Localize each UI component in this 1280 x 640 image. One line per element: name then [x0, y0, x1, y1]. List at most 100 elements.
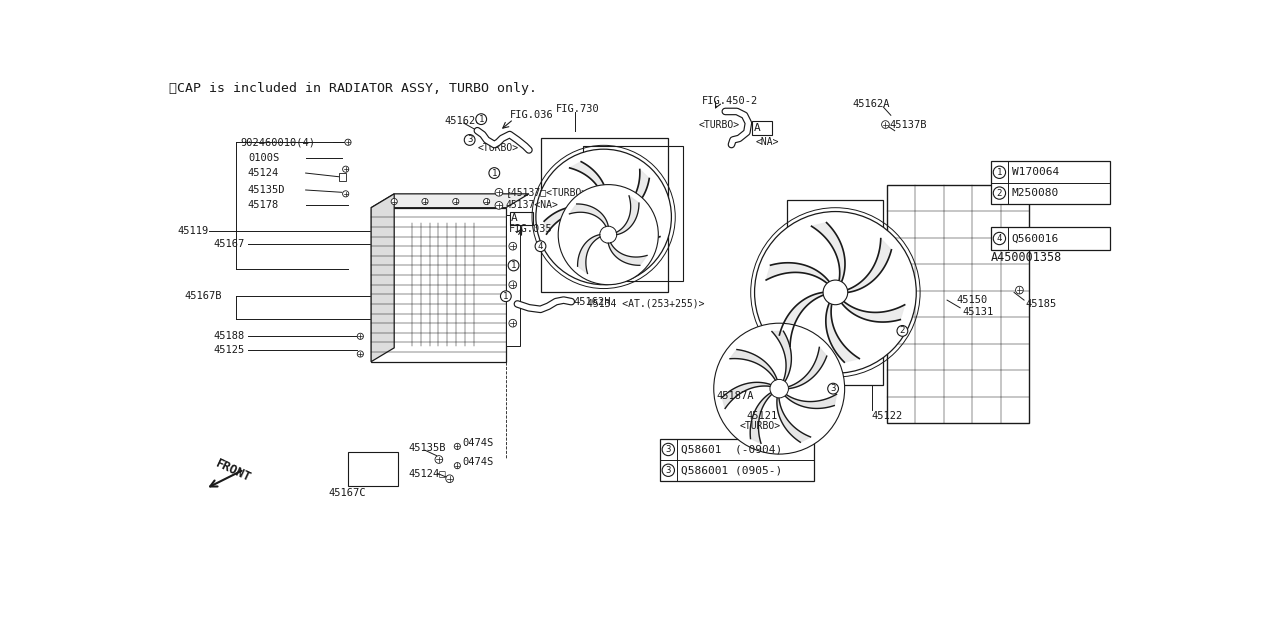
Circle shape	[993, 187, 1006, 199]
Circle shape	[453, 198, 460, 205]
Polygon shape	[777, 397, 810, 442]
Circle shape	[771, 380, 788, 398]
Polygon shape	[772, 332, 791, 381]
Circle shape	[536, 149, 672, 285]
Bar	[582, 146, 684, 281]
Bar	[506, 216, 520, 346]
Text: 3: 3	[831, 384, 836, 393]
Text: 4: 4	[997, 234, 1002, 243]
Circle shape	[828, 383, 838, 394]
Circle shape	[714, 323, 845, 454]
Circle shape	[465, 134, 475, 145]
Circle shape	[882, 121, 890, 129]
Polygon shape	[785, 394, 837, 408]
Circle shape	[500, 291, 511, 301]
Circle shape	[489, 168, 499, 179]
Text: ※CAP is included in RADIATOR ASSY, TURBO only.: ※CAP is included in RADIATOR ASSY, TURBO…	[169, 82, 538, 95]
Polygon shape	[617, 196, 639, 235]
Text: <NA>: <NA>	[756, 137, 780, 147]
Text: ⁅45137□<TURBO>: ⁅45137□<TURBO>	[506, 188, 588, 197]
Circle shape	[344, 139, 351, 145]
Text: 45150: 45150	[956, 295, 988, 305]
Text: <TURBO>: <TURBO>	[699, 120, 740, 129]
Polygon shape	[371, 194, 529, 208]
Circle shape	[558, 184, 658, 285]
Text: 2: 2	[900, 326, 905, 335]
Polygon shape	[371, 194, 394, 362]
Polygon shape	[544, 207, 595, 234]
Text: A: A	[754, 123, 760, 132]
Text: <TURBO>: <TURBO>	[739, 421, 781, 431]
Polygon shape	[607, 226, 660, 249]
Text: FIG.730: FIG.730	[556, 104, 599, 114]
Polygon shape	[371, 208, 506, 362]
Text: W170064: W170064	[1011, 167, 1059, 177]
Text: FIG.036: FIG.036	[509, 110, 553, 120]
Text: FIG.450-2: FIG.450-2	[703, 97, 759, 106]
Polygon shape	[826, 303, 859, 362]
Polygon shape	[577, 235, 600, 273]
Text: 2: 2	[997, 189, 1002, 198]
Text: M250080: M250080	[1011, 188, 1059, 198]
Circle shape	[357, 333, 364, 339]
Bar	[787, 200, 883, 385]
Polygon shape	[847, 239, 891, 292]
Bar	[509, 212, 532, 225]
Text: 902460010(4): 902460010(4)	[241, 137, 315, 147]
Circle shape	[435, 456, 443, 463]
Bar	[339, 173, 347, 180]
Text: 45135B: 45135B	[408, 443, 445, 453]
Text: 45131: 45131	[963, 307, 993, 317]
Text: 45188: 45188	[214, 332, 244, 341]
Circle shape	[509, 243, 517, 250]
Text: 3: 3	[666, 445, 671, 454]
Polygon shape	[730, 349, 777, 380]
Text: 45162G: 45162G	[444, 116, 481, 127]
Bar	[660, 438, 814, 481]
Circle shape	[357, 351, 364, 357]
Text: 45167C: 45167C	[329, 488, 366, 498]
Circle shape	[897, 326, 908, 336]
Circle shape	[662, 464, 675, 476]
Circle shape	[476, 114, 486, 125]
Circle shape	[392, 198, 397, 205]
Text: A450001358: A450001358	[991, 252, 1062, 264]
Text: 0100S: 0100S	[248, 153, 279, 163]
Text: 45187A: 45187A	[716, 391, 754, 401]
Polygon shape	[788, 348, 827, 388]
Text: 45134 <AT.(253+255)>: 45134 <AT.(253+255)>	[586, 299, 704, 309]
Text: <NA>: <NA>	[623, 230, 648, 239]
Text: 45122: 45122	[872, 411, 902, 420]
Text: 45135D: 45135D	[248, 185, 285, 195]
Text: 3: 3	[467, 136, 472, 145]
Text: 1: 1	[503, 292, 508, 301]
Text: 45167B: 45167B	[184, 291, 223, 301]
Bar	[348, 452, 398, 486]
Circle shape	[343, 191, 348, 197]
Polygon shape	[570, 204, 608, 227]
Circle shape	[445, 475, 453, 483]
Circle shape	[508, 260, 518, 271]
Circle shape	[600, 226, 617, 243]
Text: 45137<NA>: 45137<NA>	[506, 200, 559, 211]
Circle shape	[495, 188, 503, 196]
Text: 45178: 45178	[248, 200, 279, 211]
Bar	[991, 227, 1110, 250]
Bar	[887, 184, 1029, 423]
Circle shape	[1015, 286, 1023, 294]
Text: FIG.035: FIG.035	[509, 224, 553, 234]
Polygon shape	[570, 162, 608, 207]
Text: FRONT: FRONT	[214, 457, 252, 485]
Circle shape	[484, 198, 490, 205]
Bar	[753, 121, 772, 134]
Text: 45185: 45185	[1025, 299, 1057, 309]
Text: 4: 4	[538, 242, 543, 251]
Text: 3: 3	[666, 466, 671, 475]
Text: 45121: 45121	[746, 411, 778, 420]
Text: Q586001 (0905-): Q586001 (0905-)	[681, 465, 782, 476]
Polygon shape	[722, 382, 771, 408]
Text: 45124□: 45124□	[408, 468, 445, 478]
Circle shape	[509, 281, 517, 289]
Text: 45162A: 45162A	[852, 99, 890, 109]
Circle shape	[535, 241, 545, 252]
